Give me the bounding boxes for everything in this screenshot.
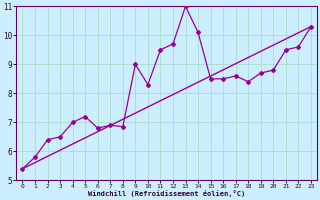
X-axis label: Windchill (Refroidissement éolien,°C): Windchill (Refroidissement éolien,°C) [88, 190, 245, 197]
